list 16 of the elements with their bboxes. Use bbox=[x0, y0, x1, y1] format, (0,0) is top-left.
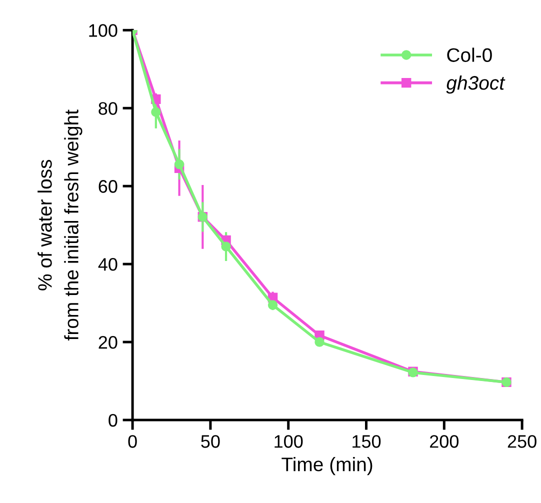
x-tick-label: 200 bbox=[430, 435, 459, 448]
y-axis-title: % of water loss from the initial fresh weight bbox=[38, 110, 82, 340]
legend-label: Col-0 bbox=[447, 48, 492, 62]
y-tick-label: 20 bbox=[98, 336, 118, 349]
x-tick-label: 250 bbox=[508, 435, 536, 448]
x-axis-title: Time (min) bbox=[282, 456, 372, 476]
x-tick-label: 100 bbox=[274, 435, 303, 448]
x-tick-label: 50 bbox=[201, 435, 220, 448]
legend-label: gh3oct bbox=[446, 76, 506, 94]
y-tick-label: 0 bbox=[108, 414, 118, 427]
y-tick-label: 60 bbox=[98, 180, 118, 193]
y-tick-label: 40 bbox=[98, 258, 118, 271]
y-tick-label: 80 bbox=[98, 102, 118, 115]
y-tick-label: 100 bbox=[89, 24, 118, 37]
x-tick-label: 0 bbox=[128, 435, 137, 448]
x-tick-label: 150 bbox=[352, 435, 381, 448]
